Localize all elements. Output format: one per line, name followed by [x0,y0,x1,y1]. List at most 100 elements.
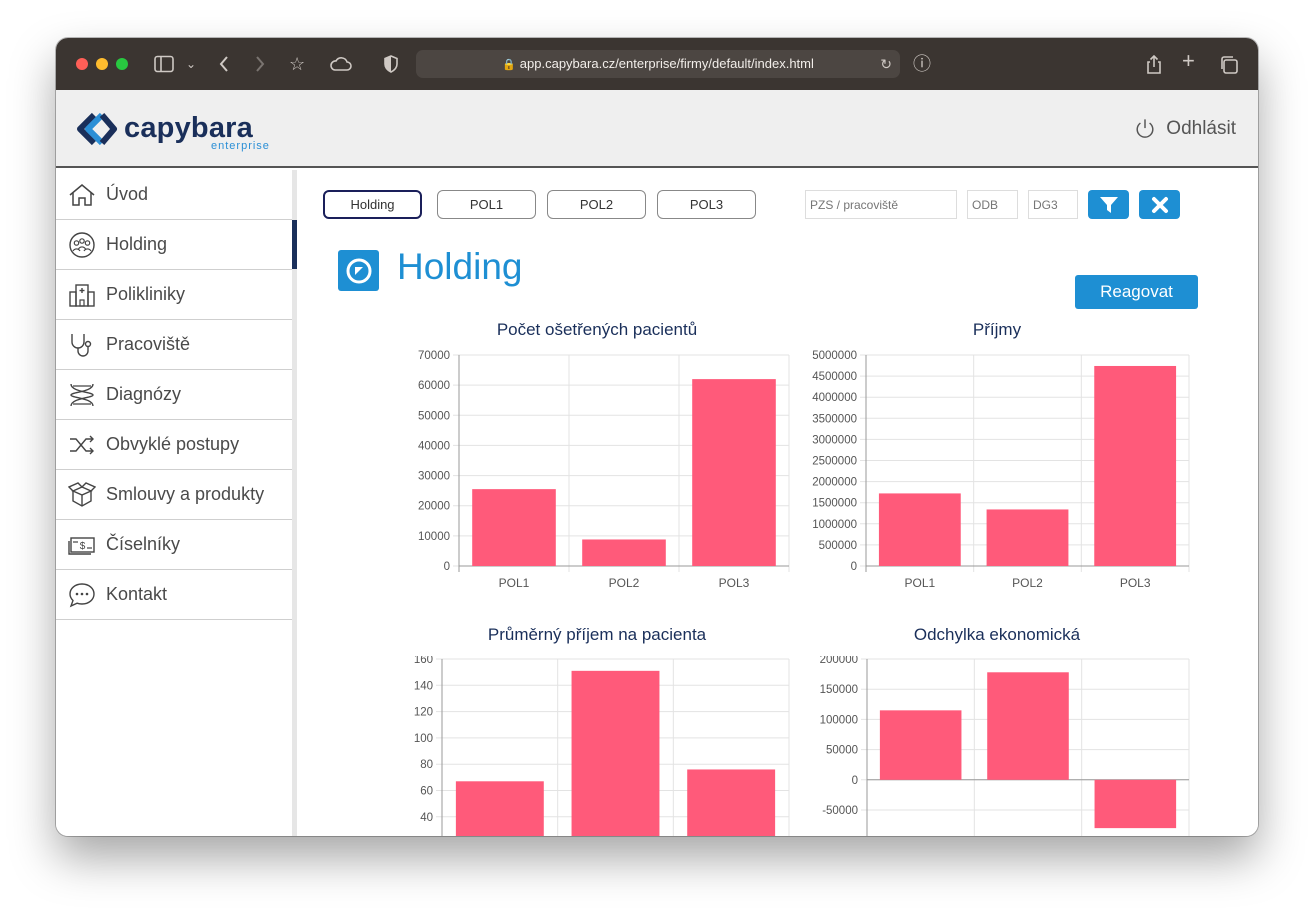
y-tick-label: 3000000 [812,434,857,446]
info-icon[interactable]: ⓘ [913,54,931,74]
bookmark-star-icon[interactable]: ☆ [289,54,306,74]
y-tick-label: 1500000 [812,498,857,510]
bar-pol3[interactable] [1094,365,1177,566]
react-button[interactable]: Reagovat [1075,275,1198,309]
sidebar-item-label: Polikliniky [106,284,186,304]
y-tick-label: 10000 [418,531,450,543]
shield-icon[interactable] [383,55,399,76]
sidebar-item-label: Kontakt [106,584,168,604]
new-tab-icon[interactable]: + [1182,48,1195,73]
forward-icon[interactable] [254,55,266,76]
page-title: Holding [397,246,523,287]
sidebar-item-ciselniky[interactable]: $ Číselníky [56,520,292,570]
sidebar-item-label: Diagnózy [106,384,182,404]
y-tick-label: 100000 [820,714,858,726]
cloud-icon[interactable] [329,55,353,76]
filter-apply-button[interactable] [1088,190,1129,219]
dna-icon [68,382,96,408]
x-tick-label: POL3 [719,576,750,590]
minimize-window-button[interactable] [96,58,108,70]
filter-pol3-button[interactable]: POL3 [657,190,756,219]
sidebar-item-obvykle-postupy[interactable]: Obvyklé postupy [56,420,292,470]
app-header: capybara enterprise Odhlásit [56,90,1258,168]
y-tick-label: 20000 [418,501,450,513]
y-tick-label: 160 [414,656,433,666]
capybara-logo[interactable]: capybara enterprise [76,112,276,152]
url-text: app.capybara.cz/enterprise/firmy/default… [519,56,814,71]
sidebar-item-smlouvy[interactable]: Smlouvy a produkty [56,470,292,520]
chart-title-avg-income: Průměrný příjem na pacienta [487,625,707,644]
main-content: Holding POL1 POL2 POL3 Holding Reagovat … [302,170,1258,836]
zoom-window-button[interactable] [116,58,128,70]
y-tick-label: 50000 [418,410,450,422]
bar-pol2[interactable] [987,672,1069,780]
y-tick-label: 0 [851,561,857,573]
chart-title-income: Příjmy [972,320,1022,339]
bar-pol1[interactable] [878,493,961,566]
svg-text:$: $ [80,541,86,552]
bar-pol3[interactable] [687,769,776,836]
bar-pol1[interactable] [879,710,962,780]
back-icon[interactable] [218,55,230,76]
bar-pol3[interactable] [692,379,776,566]
bar-pol3[interactable] [1094,779,1177,829]
tabs-overview-icon[interactable] [1219,55,1239,78]
logout-button[interactable]: Odhlásit [1134,118,1236,140]
logo-subtitle: enterprise [211,140,270,152]
filter-holding-button[interactable]: Holding [323,190,422,219]
chart-title-patients: Počet ošetřených pacientů [496,320,698,339]
sidebar-item-holding[interactable]: Holding [56,220,297,270]
close-icon [1151,196,1168,213]
y-tick-label: 3500000 [812,413,857,425]
capybara-logo-icon [77,112,117,146]
sidebar-toggle-icon[interactable] [154,55,176,76]
reload-icon[interactable]: ↻ [880,56,892,72]
x-tick-label: POL1 [499,576,530,590]
y-tick-label: 150000 [820,684,858,696]
sidebar-item-polikliniky[interactable]: Polikliniky [56,270,292,320]
y-tick-label: 5000000 [812,350,857,362]
y-tick-label: 80 [420,759,433,771]
filter-clear-button[interactable] [1139,190,1180,219]
sidebar-item-label: Číselníky [106,534,181,554]
sidebar: Úvod Holding Polikliniky Pracoviště Diag… [56,170,297,836]
y-tick-label: 40 [420,812,433,824]
shuffle-icon [68,432,96,458]
sidebar-item-pracoviste[interactable]: Pracoviště [56,320,292,370]
logo-wordmark: capybara [124,112,253,144]
sidebar-item-kontakt[interactable]: Kontakt [56,570,292,620]
share-icon[interactable] [1146,54,1162,78]
bar-pol2[interactable] [582,539,666,566]
close-window-button[interactable] [76,58,88,70]
sidebar-item-uvod[interactable]: Úvod [56,170,292,220]
box-icon [68,481,96,508]
dg3-input[interactable] [1028,190,1078,219]
address-bar[interactable]: 🔒 app.capybara.cz/enterprise/firmy/defaul… [416,50,900,78]
bar-pol1[interactable] [455,781,544,836]
x-tick-label: POL2 [1012,576,1043,590]
y-tick-label: 120 [414,707,433,719]
sidebar-item-diagnozy[interactable]: Diagnózy [56,370,292,420]
building-icon [68,282,96,308]
y-tick-label: 500000 [819,540,857,552]
page-icon [338,250,379,291]
pzs-input[interactable] [805,190,957,219]
chevron-down-icon[interactable]: ⌄ [186,57,197,71]
bar-pol1[interactable] [472,489,556,566]
y-tick-label: 140 [414,680,433,692]
home-icon [68,182,96,208]
y-tick-label: 0 [444,561,450,573]
browser-toolbar: ⌄ ☆ 🔒 app.capybara.cz/enterprise/firmy/de… [56,38,1258,90]
filter-pol1-button[interactable]: POL1 [437,190,536,219]
bar-pol2[interactable] [571,670,660,836]
bar-pol2[interactable] [986,509,1069,566]
y-tick-label: 100 [414,733,433,745]
x-tick-label: POL3 [1120,576,1151,590]
sidebar-item-label: Úvod [106,184,149,204]
y-tick-label: 70000 [418,350,450,362]
filter-pol2-button[interactable]: POL2 [547,190,646,219]
chart-deviation: -50000 0 50000 100000 150000 200000 [820,656,1190,836]
power-icon [1136,119,1154,138]
odb-input[interactable] [967,190,1018,219]
filter-icon [1099,196,1118,213]
